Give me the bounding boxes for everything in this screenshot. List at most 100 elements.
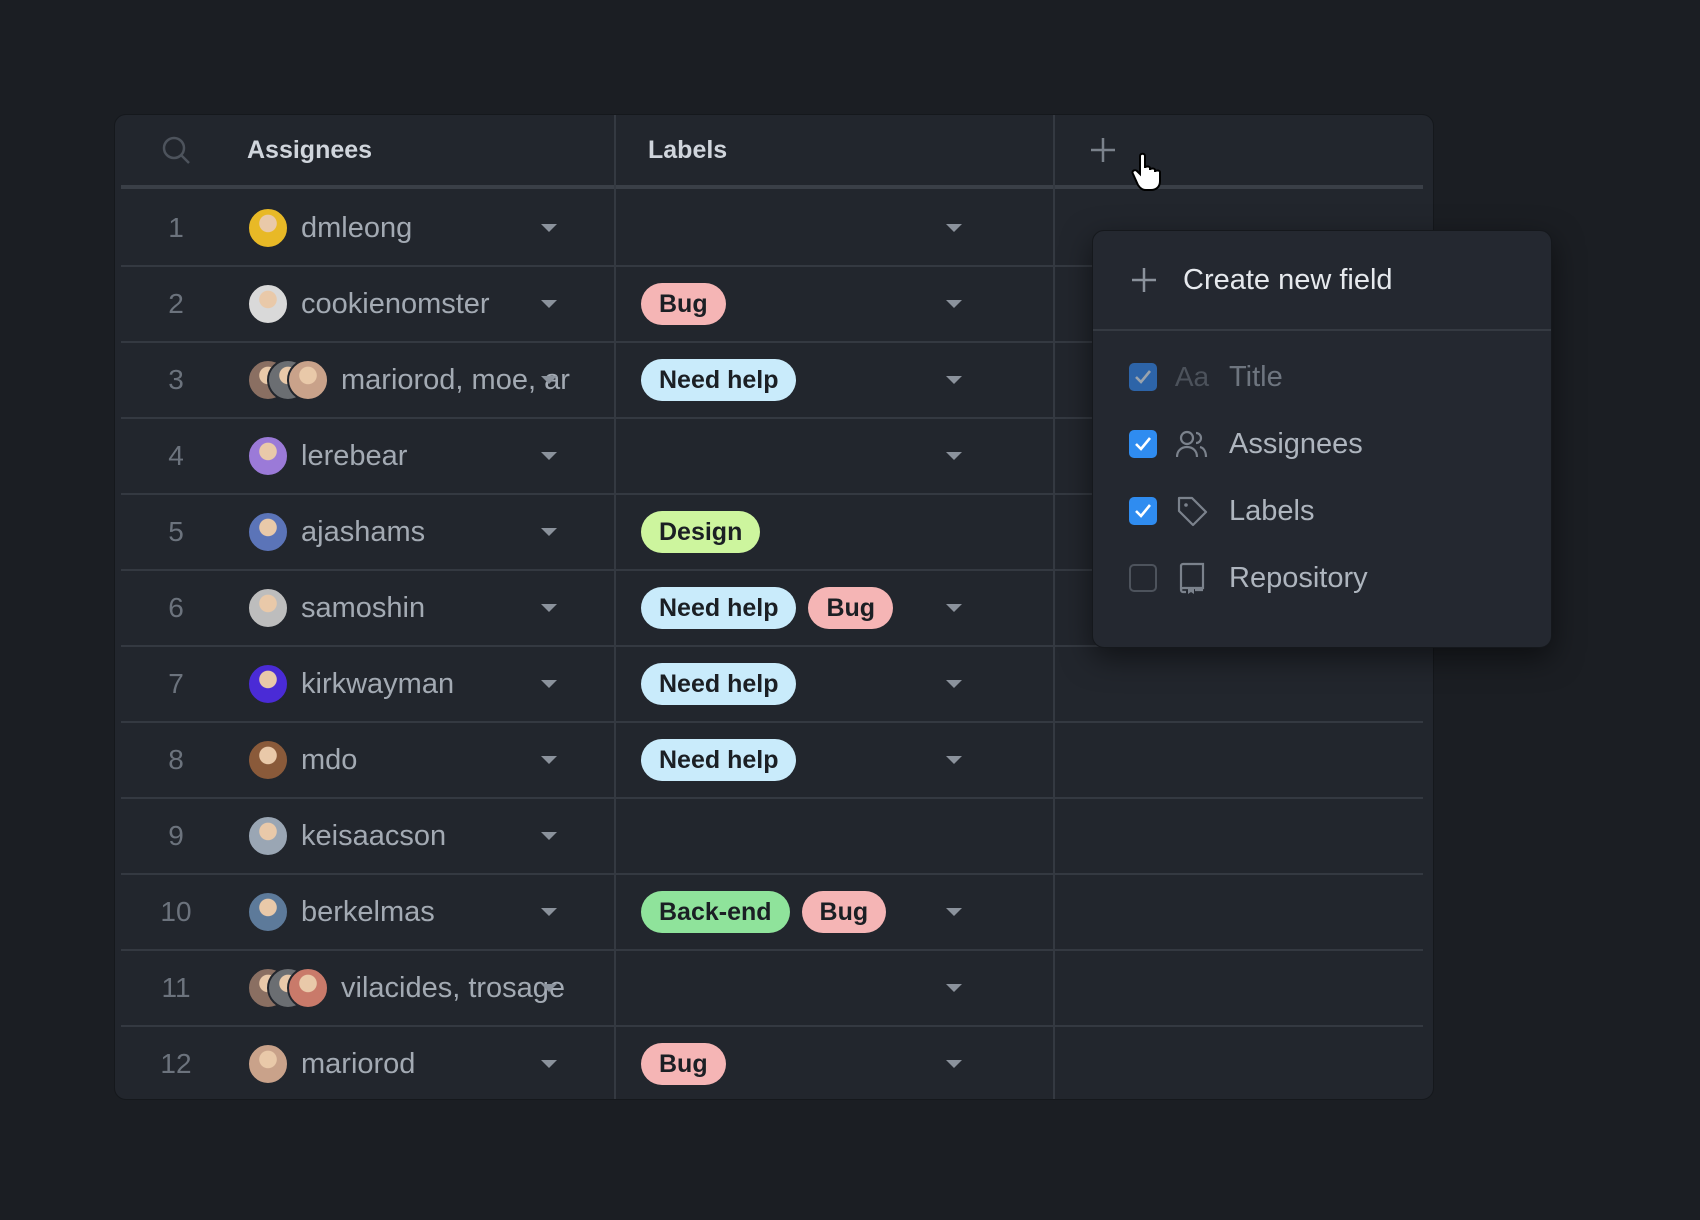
- checkbox[interactable]: [1129, 497, 1157, 525]
- label-badge[interactable]: Need help: [641, 739, 797, 781]
- plus-icon: [1132, 268, 1156, 292]
- table-row: 2 cookienomster Bug: [121, 267, 1423, 343]
- labels-dropdown-caret-icon[interactable]: [946, 376, 962, 384]
- row-number: 5: [168, 516, 184, 547]
- assignee-cell[interactable]: vilacides, trosage: [247, 951, 597, 1025]
- add-field-button[interactable]: [1089, 115, 1117, 185]
- table-row: 5 ajashams Design: [121, 495, 1423, 571]
- assignee-dropdown-caret-icon[interactable]: [541, 604, 557, 612]
- assignee-name: keisaacson: [301, 819, 447, 852]
- labels-dropdown-caret-icon[interactable]: [946, 984, 962, 992]
- label-badge[interactable]: Bug: [801, 891, 887, 933]
- assignee-name: mariorod: [301, 1047, 416, 1080]
- labels-dropdown-caret-icon[interactable]: [946, 604, 962, 612]
- column-divider: [1053, 115, 1055, 1099]
- avatar: [247, 815, 289, 857]
- label-badge[interactable]: Need help: [641, 359, 797, 401]
- avatar: [247, 739, 289, 781]
- assignee-cell[interactable]: mdo: [247, 723, 597, 797]
- assignee-dropdown-caret-icon[interactable]: [541, 376, 557, 384]
- assignee-dropdown-caret-icon[interactable]: [541, 452, 557, 460]
- label-badge[interactable]: Design: [641, 511, 761, 553]
- labels-cell[interactable]: Need help: [641, 343, 797, 417]
- field-label: Title: [1229, 360, 1283, 393]
- assignee-dropdown-caret-icon[interactable]: [541, 528, 557, 536]
- avatar: [287, 967, 329, 1009]
- row-number: 2: [168, 288, 184, 319]
- assignee-cell[interactable]: keisaacson: [247, 799, 597, 873]
- assignee-cell[interactable]: dmleong: [247, 191, 597, 265]
- labels-dropdown-caret-icon[interactable]: [946, 452, 962, 460]
- assignee-dropdown-caret-icon[interactable]: [541, 908, 557, 916]
- assignee-name: samoshin: [301, 591, 426, 624]
- field-item-labels[interactable]: Labels: [1093, 483, 1551, 539]
- field-item-repository[interactable]: Repository: [1093, 550, 1551, 606]
- assignee-name: mariorod, moe, ar: [341, 363, 570, 396]
- assignee-dropdown-caret-icon[interactable]: [541, 832, 557, 840]
- checkbox[interactable]: [1129, 564, 1157, 592]
- row-number: 4: [168, 440, 184, 471]
- labels-dropdown-caret-icon[interactable]: [946, 908, 962, 916]
- assignee-cell[interactable]: lerebear: [247, 419, 597, 493]
- labels-cell[interactable]: Need help Bug: [641, 571, 894, 645]
- field-menu: Create new field Aa Title Assignees Labe…: [1092, 230, 1552, 648]
- label-badge[interactable]: Need help: [641, 587, 797, 629]
- field-label: Labels: [1229, 494, 1315, 527]
- assignee-cell[interactable]: berkelmas: [247, 875, 597, 949]
- labels-cell[interactable]: Bug: [641, 1027, 726, 1099]
- assignee-name: vilacides, trosage: [341, 971, 566, 1004]
- assignee-cell[interactable]: ajashams: [247, 495, 597, 569]
- assignee-cell[interactable]: samoshin: [247, 571, 597, 645]
- search-button[interactable]: [161, 115, 191, 185]
- column-header-labels[interactable]: Labels: [648, 135, 728, 164]
- assignee-cell[interactable]: mariorod, moe, ar: [247, 343, 597, 417]
- assignee-dropdown-caret-icon[interactable]: [541, 1060, 557, 1068]
- table-row: 8 mdo Need help: [121, 723, 1423, 799]
- column-divider: [614, 115, 616, 1099]
- table-row: 1 dmleong: [121, 191, 1423, 267]
- label-badge[interactable]: Bug: [808, 587, 894, 629]
- labels-cell[interactable]: Back-end Bug: [641, 875, 887, 949]
- table-row: 4 lerebear: [121, 419, 1423, 495]
- labels-dropdown-caret-icon[interactable]: [946, 1060, 962, 1068]
- assignee-dropdown-caret-icon[interactable]: [541, 984, 557, 992]
- labels-dropdown-caret-icon[interactable]: [946, 756, 962, 764]
- assignee-cell[interactable]: mariorod: [247, 1027, 597, 1099]
- label-badge[interactable]: Bug: [641, 283, 726, 325]
- assignee-dropdown-caret-icon[interactable]: [541, 680, 557, 688]
- people-icon: [1175, 427, 1209, 461]
- label-badge[interactable]: Back-end: [641, 891, 790, 933]
- labels-cell[interactable]: Bug: [641, 267, 726, 341]
- assignee-cell[interactable]: cookienomster: [247, 267, 597, 341]
- label-badge[interactable]: Need help: [641, 663, 797, 705]
- checkbox[interactable]: [1129, 430, 1157, 458]
- labels-dropdown-caret-icon[interactable]: [946, 224, 962, 232]
- avatar: [247, 283, 289, 325]
- label-badge[interactable]: Bug: [641, 1043, 726, 1085]
- assignee-name: dmleong: [301, 211, 413, 244]
- assignee-dropdown-caret-icon[interactable]: [541, 224, 557, 232]
- field-item-assignees[interactable]: Assignees: [1093, 416, 1551, 472]
- tag-icon: [1175, 494, 1209, 528]
- labels-dropdown-caret-icon[interactable]: [946, 680, 962, 688]
- column-header-assignees[interactable]: Assignees: [247, 135, 373, 164]
- checkbox[interactable]: [1129, 363, 1157, 391]
- assignee-name: berkelmas: [301, 895, 435, 928]
- row-number: 10: [160, 896, 192, 927]
- plus-icon: [1091, 138, 1115, 162]
- field-item-title[interactable]: Aa Title: [1093, 349, 1551, 405]
- labels-dropdown-caret-icon[interactable]: [946, 300, 962, 308]
- row-number: 9: [168, 820, 184, 851]
- assignee-name: cookienomster: [301, 287, 490, 320]
- assignee-cell[interactable]: kirkwayman: [247, 647, 597, 721]
- labels-cell[interactable]: Need help: [641, 723, 797, 797]
- assignee-dropdown-caret-icon[interactable]: [541, 300, 557, 308]
- create-new-field-item[interactable]: Create new field: [1093, 231, 1551, 331]
- labels-cell[interactable]: Design: [641, 495, 761, 569]
- labels-cell[interactable]: Need help: [641, 647, 797, 721]
- table-row: 11 vilacides, trosage: [121, 951, 1423, 1027]
- create-new-field-label: Create new field: [1183, 263, 1393, 296]
- assignee-name: lerebear: [301, 439, 408, 472]
- assignee-dropdown-caret-icon[interactable]: [541, 756, 557, 764]
- row-number: 11: [161, 972, 191, 1003]
